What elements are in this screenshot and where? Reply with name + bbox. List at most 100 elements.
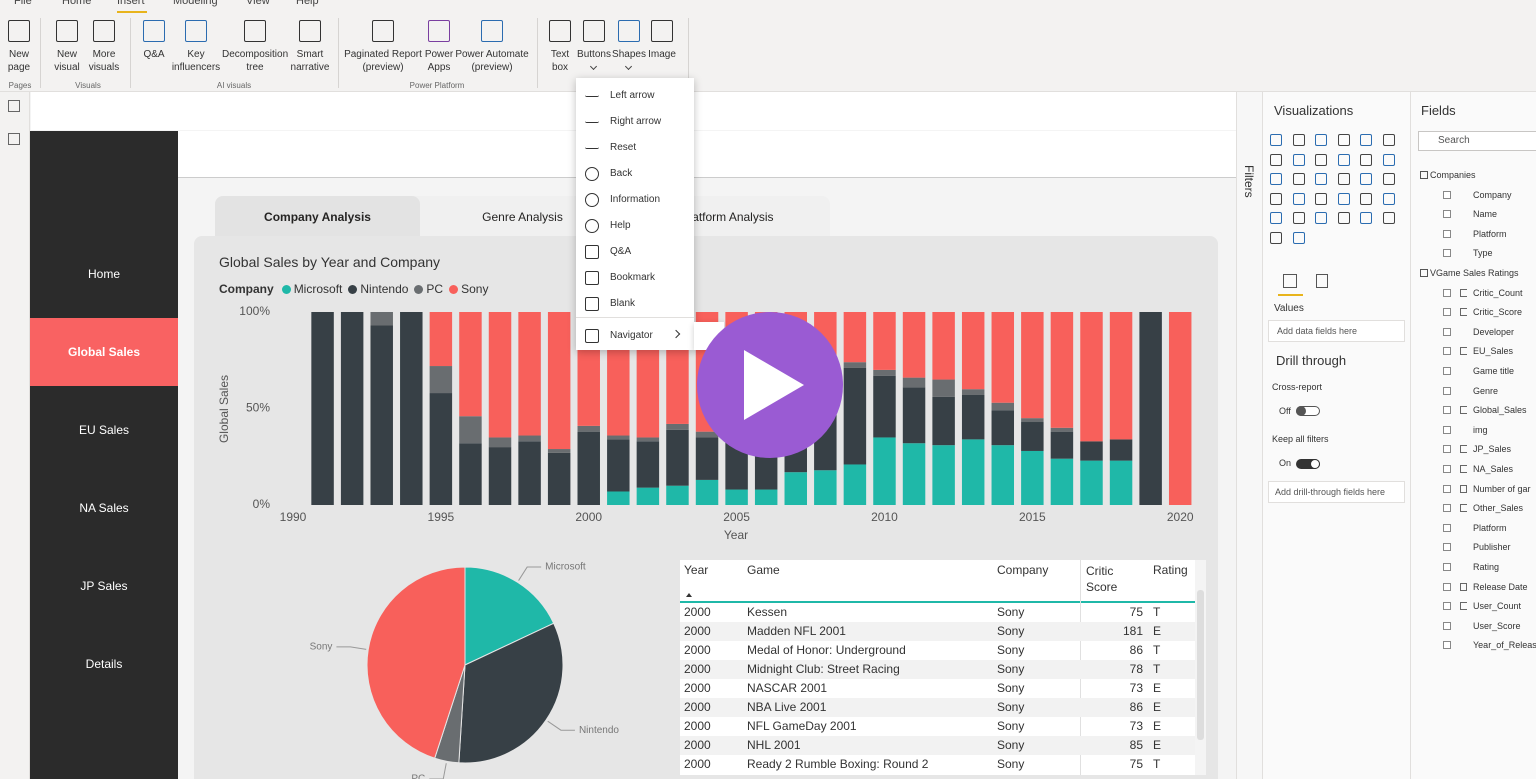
field-checkbox[interactable]: [1443, 327, 1451, 336]
search-box[interactable]: [1418, 131, 1536, 151]
viz-icon[interactable]: [1337, 173, 1350, 186]
field-checkbox[interactable]: [1443, 229, 1451, 238]
viz-icon[interactable]: [1270, 153, 1282, 166]
ribbon-tab[interactable]: View: [246, 0, 270, 7]
ribbon-tab[interactable]: Modeling: [173, 0, 218, 7]
viz-icon[interactable]: [1270, 212, 1282, 225]
viz-icon[interactable]: [1270, 173, 1282, 186]
viz-icon[interactable]: [1315, 192, 1328, 205]
field-checkbox[interactable]: [1443, 367, 1451, 375]
viz-icon[interactable]: [1292, 192, 1305, 205]
table-node[interactable]: Companies: [1430, 170, 1476, 180]
ribbon-button[interactable]: Text box: [550, 49, 570, 73]
field-name[interactable]: Developer: [1473, 326, 1515, 337]
field-name[interactable]: User_Score: [1473, 620, 1521, 631]
viz-icon[interactable]: [1315, 212, 1328, 225]
menu-item[interactable]: Reset: [610, 142, 637, 153]
field-name[interactable]: NA_Sales: [1473, 464, 1514, 474]
viz-icon[interactable]: [1315, 173, 1328, 186]
nav-button[interactable]: Details: [85, 657, 123, 671]
nav-button[interactable]: Global Sales: [30, 318, 178, 386]
play-button[interactable]: [697, 312, 843, 458]
viz-icon[interactable]: [1315, 153, 1328, 166]
ribbon-button[interactable]: Key influencers: [171, 49, 221, 73]
tab-icon[interactable]: [1283, 274, 1297, 288]
menu-item[interactable]: Q&A: [610, 246, 632, 257]
field-checkbox[interactable]: [1443, 641, 1451, 650]
column-header[interactable]: Company: [997, 563, 1049, 577]
field-checkbox[interactable]: [1443, 465, 1451, 473]
viz-icon[interactable]: [1360, 153, 1373, 166]
viz-icon[interactable]: [1383, 212, 1395, 225]
field-checkbox[interactable]: [1443, 249, 1451, 258]
toggle[interactable]: [1296, 459, 1320, 469]
field-name[interactable]: EU_Sales: [1473, 346, 1514, 357]
viz-icon[interactable]: [1270, 134, 1282, 146]
ribbon-button[interactable]: New page: [7, 49, 31, 73]
field-checkbox[interactable]: [1443, 563, 1451, 571]
ribbon-button[interactable]: Q&A: [143, 49, 165, 60]
menu-item[interactable]: Left arrow: [610, 90, 655, 101]
viz-icon[interactable]: [1383, 192, 1395, 205]
field-checkbox[interactable]: [1443, 308, 1451, 317]
viz-icon[interactable]: [1337, 212, 1350, 225]
field-checkbox[interactable]: [1443, 190, 1451, 199]
field-name[interactable]: Number of gar: [1473, 483, 1531, 494]
ribbon-button[interactable]: Shapes: [612, 49, 646, 60]
report-tab[interactable]: Platform Analysis: [681, 210, 774, 224]
viz-icon[interactable]: [1292, 134, 1305, 146]
field-checkbox[interactable]: [1443, 445, 1451, 454]
column-header[interactable]: Year: [684, 563, 709, 577]
field-name[interactable]: Platform: [1473, 522, 1507, 533]
field-name[interactable]: Genre: [1473, 385, 1499, 396]
viz-icon[interactable]: [1292, 232, 1305, 244]
field-checkbox[interactable]: [1443, 347, 1451, 356]
field-name[interactable]: Platform: [1473, 228, 1507, 239]
field-name[interactable]: Type: [1473, 248, 1493, 259]
ribbon-button[interactable]: Power Automate (preview): [455, 49, 529, 73]
report-tab[interactable]: Genre Analysis: [482, 210, 563, 224]
ribbon-tab[interactable]: Insert: [117, 0, 145, 7]
field-checkbox[interactable]: [1443, 484, 1451, 493]
field-name[interactable]: Critic_Score: [1473, 307, 1523, 318]
ribbon-button[interactable]: More visuals: [88, 49, 120, 73]
nav-button[interactable]: Home: [87, 267, 120, 281]
ribbon-button[interactable]: Image: [648, 49, 676, 60]
menu-item[interactable]: Right arrow: [610, 116, 662, 127]
viz-icon[interactable]: [1383, 153, 1395, 166]
viz-icon[interactable]: [1360, 173, 1373, 186]
nav-button[interactable]: JP Sales: [80, 579, 128, 593]
viz-icon[interactable]: [1360, 212, 1373, 225]
report-tab[interactable]: Company Analysis: [215, 196, 420, 238]
menu-item[interactable]: Back: [610, 168, 633, 179]
field-name[interactable]: Rating: [1473, 562, 1500, 572]
ribbon-button[interactable]: Buttons: [577, 49, 611, 60]
field-checkbox[interactable]: [1443, 543, 1451, 552]
viz-icon[interactable]: [1315, 134, 1328, 146]
table-node[interactable]: VGame Sales Ratings: [1430, 268, 1519, 278]
ribbon-button[interactable]: Smart narrative: [290, 49, 330, 73]
field-checkbox[interactable]: [1443, 406, 1451, 415]
ribbon-button[interactable]: Power Apps: [424, 49, 454, 73]
ribbon-button[interactable]: Paginated Report (preview): [344, 49, 422, 73]
viz-icon[interactable]: [1337, 134, 1350, 146]
viz-icon[interactable]: [1270, 232, 1282, 244]
field-checkbox[interactable]: [1443, 582, 1451, 591]
field-name[interactable]: Release Date: [1473, 581, 1528, 592]
viz-icon[interactable]: [1360, 134, 1373, 146]
viz-icon[interactable]: [1270, 192, 1282, 205]
field-checkbox[interactable]: [1443, 602, 1451, 611]
nav-button[interactable]: EU Sales: [78, 423, 130, 437]
field-name[interactable]: JP_Sales: [1473, 444, 1512, 455]
column-header[interactable]: Rating: [1153, 563, 1188, 577]
menu-item[interactable]: Navigator: [610, 330, 653, 341]
filters-label[interactable]: Filters: [1242, 165, 1256, 198]
menu-item[interactable]: Help: [610, 220, 631, 231]
field-checkbox[interactable]: [1443, 523, 1451, 532]
menu-item[interactable]: Bookmark: [610, 272, 656, 283]
viz-icon[interactable]: [1292, 153, 1305, 166]
ribbon-button[interactable]: Decomposition tree: [222, 49, 289, 73]
viz-icon[interactable]: [1337, 192, 1350, 205]
viz-icon[interactable]: [1292, 173, 1305, 186]
field-name[interactable]: Year_of_Releas: [1473, 640, 1536, 651]
